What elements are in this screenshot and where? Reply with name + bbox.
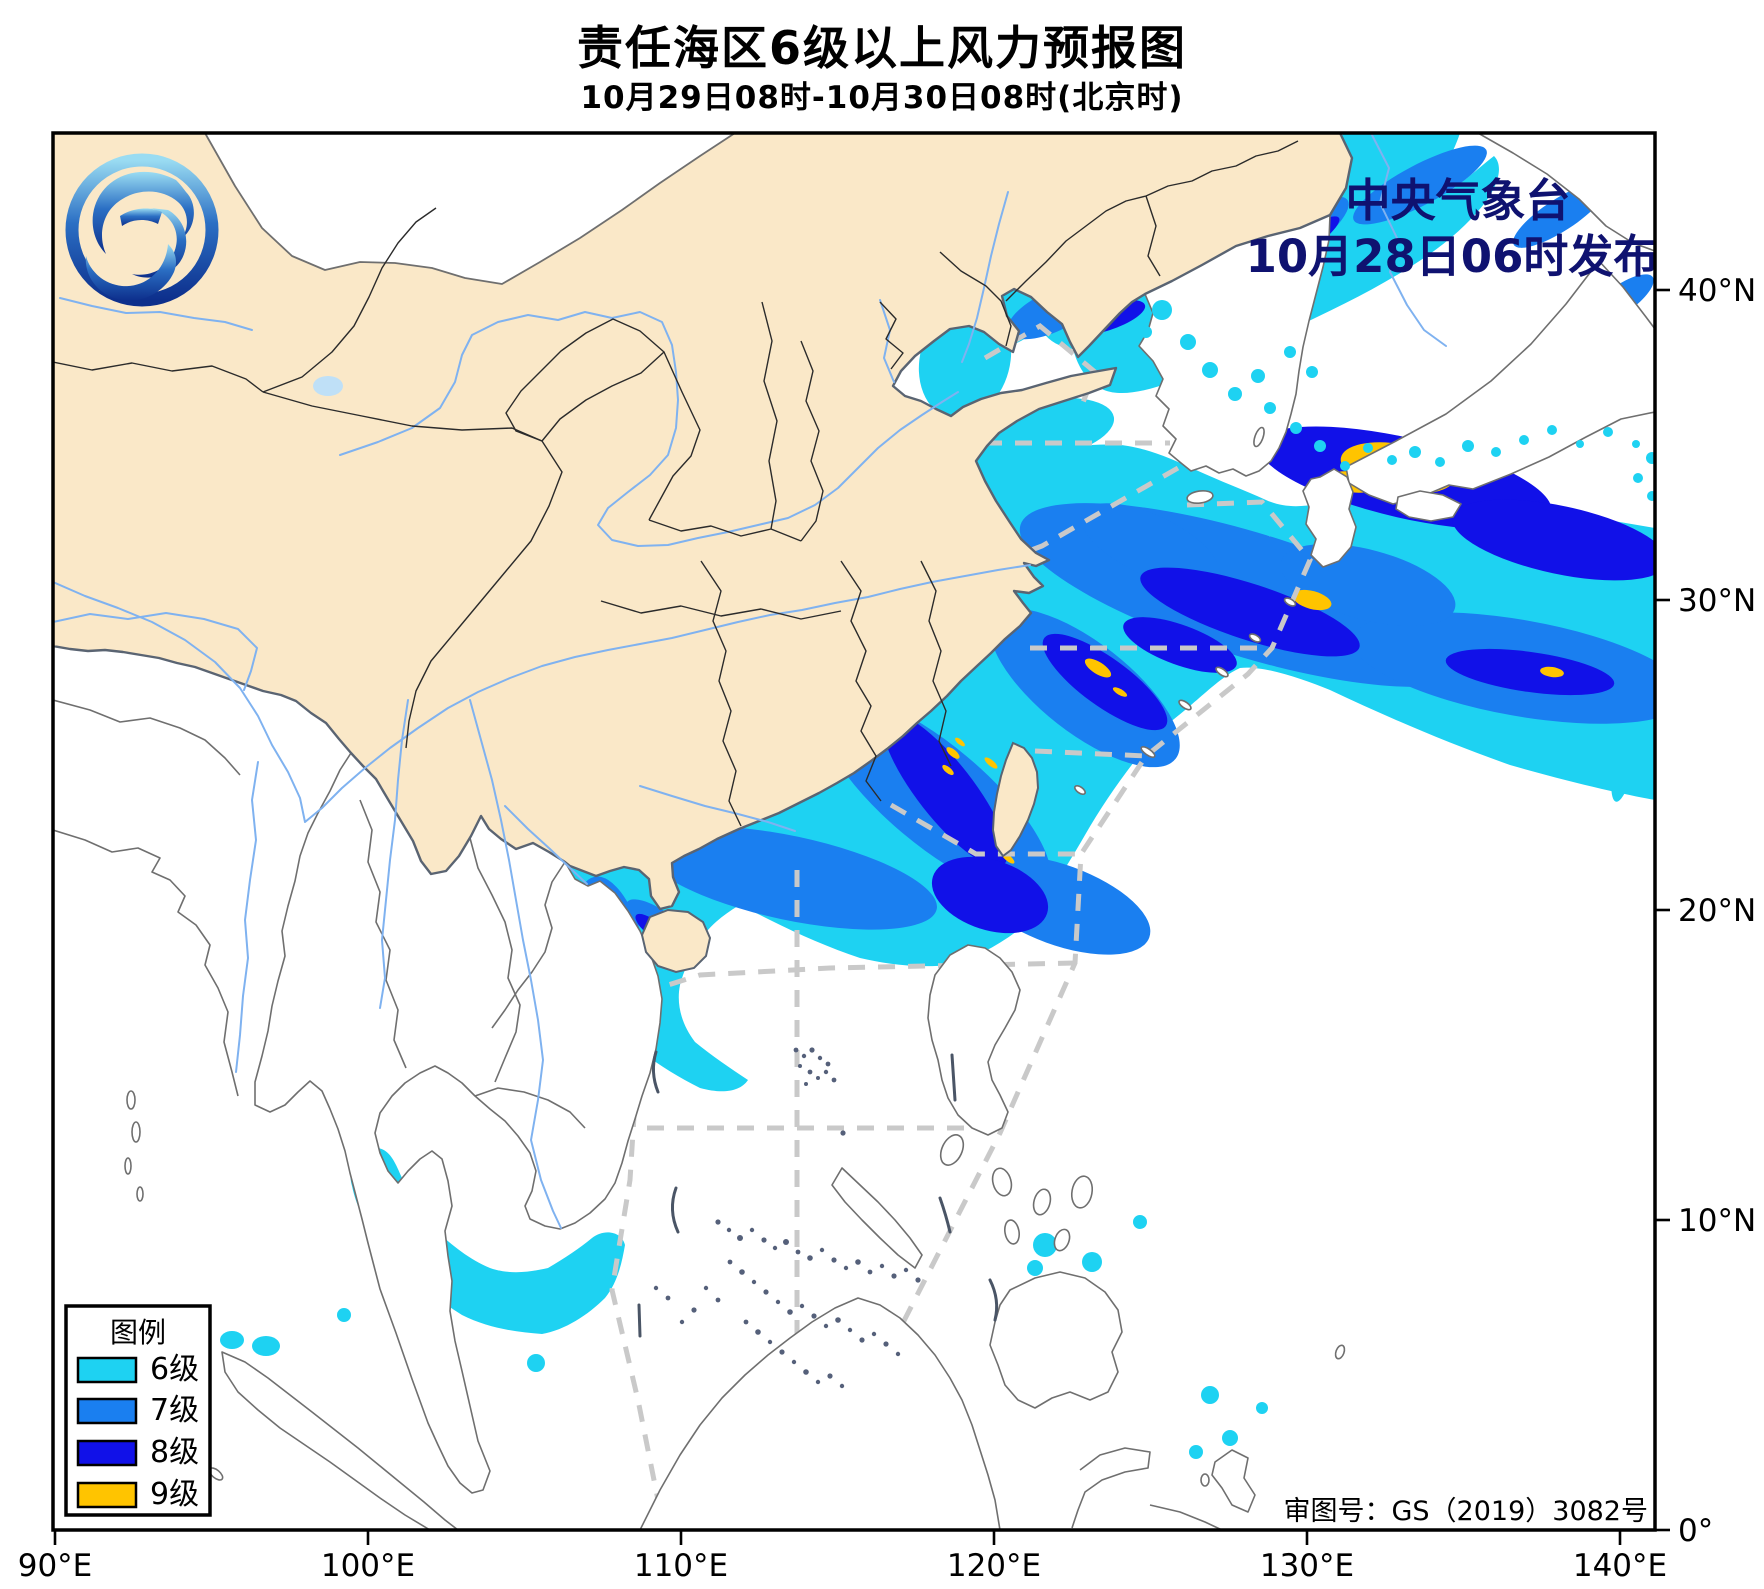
- legend-label-6: 6级: [150, 1352, 199, 1387]
- map-frame: [51, 131, 1657, 1532]
- page-title: 责任海区6级以上风力预报图: [576, 21, 1187, 75]
- foreign-coastlines: [53, 133, 1655, 1530]
- legend-swatch-7: [76, 1397, 138, 1425]
- page-subtitle: 10月29日08时-10月30日08时(北京时): [580, 80, 1184, 116]
- y-tick: 10°N: [1678, 1203, 1756, 1239]
- publisher-line2: 10月28日06时发布: [1246, 230, 1659, 283]
- palawan: [831, 1167, 923, 1269]
- x-tick: 140°E: [1573, 1548, 1667, 1584]
- legend-title: 图例: [110, 1316, 166, 1349]
- wind-layer-6-overlay: [1125, 300, 1655, 501]
- x-tick: 100°E: [321, 1548, 415, 1584]
- legend-swatch-9: [76, 1481, 138, 1509]
- x-tick: 110°E: [634, 1548, 728, 1584]
- jeju-island: [1186, 489, 1214, 505]
- mongolia: [204, 133, 736, 285]
- hainan: [640, 908, 712, 974]
- y-tick: 40°N: [1678, 273, 1756, 309]
- legend: 图例 6级 7级 8级 9级: [64, 1304, 212, 1517]
- taiwan: [991, 741, 1040, 858]
- y-tick: 20°N: [1678, 893, 1756, 929]
- luzon: [927, 944, 1021, 1136]
- y-axis-labels: 0° 10°N 20°N 30°N 40°N: [1678, 273, 1756, 1549]
- shikoku: [1395, 490, 1462, 522]
- island-dots: [637, 1047, 999, 1389]
- publisher-stamp: 中央气象台 10月28日06时发布: [1246, 174, 1659, 283]
- x-tick: 120°E: [947, 1548, 1041, 1584]
- hokkaido: [1477, 133, 1655, 252]
- rivers: [53, 134, 1447, 1229]
- map-license: 审图号：GS（2019）3082号: [1284, 1496, 1649, 1527]
- kyushu: [1302, 468, 1357, 568]
- legend-swatch-6: [76, 1356, 138, 1384]
- province-borders: [53, 140, 1299, 827]
- legend-label-9: 9级: [150, 1477, 199, 1512]
- x-axis-labels: 90°E 100°E 110°E 120°E 130°E 140°E: [18, 1548, 1667, 1584]
- china-landmass: [53, 133, 1354, 974]
- qinghai-lake: [313, 376, 343, 396]
- x-tick: 90°E: [18, 1548, 93, 1584]
- cma-logo: [65, 153, 219, 307]
- x-tick: 130°E: [1260, 1548, 1354, 1584]
- legend-swatch-8: [76, 1439, 138, 1467]
- indochina: [254, 752, 663, 1494]
- y-tick: 30°N: [1678, 583, 1756, 619]
- legend-label-8: 8级: [150, 1435, 199, 1470]
- mindanao: [989, 1271, 1123, 1409]
- axis-ticks: [53, 288, 1670, 1545]
- borneo: [639, 1297, 1001, 1530]
- legend-label-7: 7级: [150, 1393, 199, 1428]
- sumatra: [221, 1351, 459, 1530]
- y-tick: 0°: [1678, 1513, 1713, 1549]
- publisher-line1: 中央气象台: [1345, 174, 1570, 227]
